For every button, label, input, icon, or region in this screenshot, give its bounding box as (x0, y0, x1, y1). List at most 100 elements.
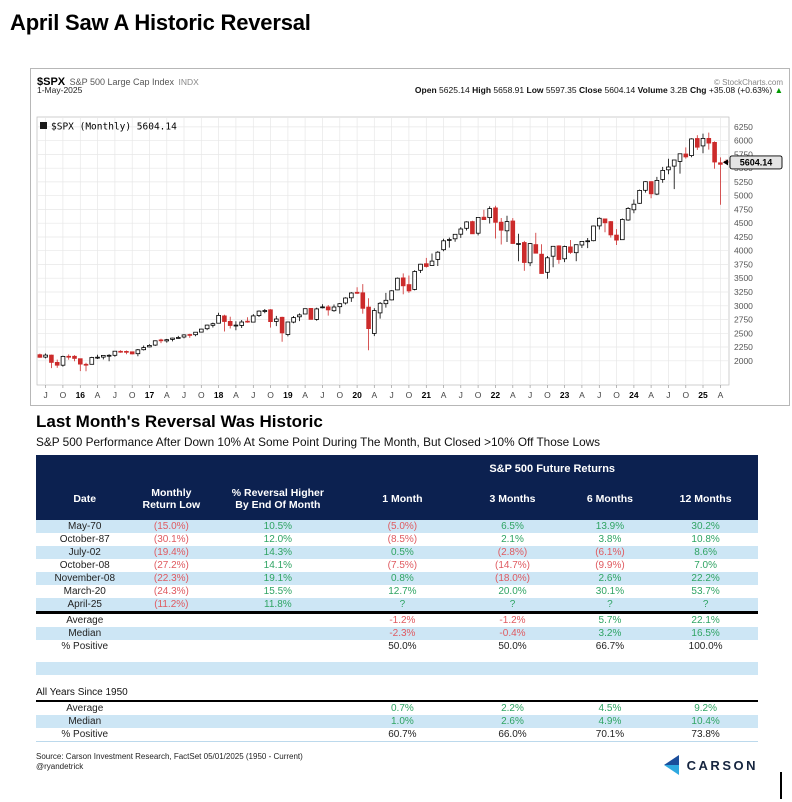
table-cell: 12.7% (388, 586, 417, 597)
table-cell: 19.1% (263, 573, 293, 584)
table-title: Last Month's Reversal Was Historic (36, 412, 323, 431)
svg-text:A: A (164, 390, 170, 400)
chart-symbol: $SPX (37, 76, 66, 88)
table-cell: (14.7%) (494, 560, 530, 571)
svg-text:21: 21 (422, 390, 432, 400)
svg-text:4250: 4250 (734, 232, 753, 242)
svg-text:18: 18 (214, 390, 224, 400)
table-cell: % Positive (61, 641, 109, 652)
svg-text:2250: 2250 (734, 342, 753, 352)
table-row: April-25 (11.2%) 11.8%???? (36, 598, 758, 614)
spacer (36, 653, 758, 662)
table-cell: 30.1% (595, 586, 625, 597)
table-cell: ? (702, 599, 709, 610)
brand-name: CARSON (686, 757, 758, 773)
table-cell: -1.2% (389, 615, 416, 626)
svg-text:O: O (336, 390, 343, 400)
open-label: Open (414, 85, 437, 95)
table-cell: 2.1% (501, 534, 524, 545)
table-cell: (8.5%) (387, 534, 418, 545)
svg-text:A: A (648, 390, 654, 400)
table-cell: 5.7% (598, 615, 622, 626)
table-row: % Positive 60.7% 66.0% 70.1% 73.8% (36, 728, 758, 742)
table-cell: 22.1% (691, 615, 720, 626)
table-cell: ? (509, 599, 516, 610)
close-label: Close (579, 85, 603, 95)
chart-gridlines (37, 117, 729, 385)
svg-text:4000: 4000 (734, 246, 753, 256)
x-axis-labels: J O 16 A J O 17 A J O 18 A J O 19 A J O 20 A J O 21 A J O 22 A J O 23 A… (43, 385, 724, 400)
table-cell: 0.7% (390, 703, 414, 714)
svg-text:J: J (320, 390, 324, 400)
chg-label: Chg (689, 85, 707, 95)
svg-text:J: J (528, 390, 532, 400)
svg-text:5750: 5750 (734, 149, 753, 159)
table-cell: July-02 (68, 547, 101, 558)
table-cell: 2.6% (598, 573, 622, 584)
col-monthly-return-low: Monthly Return Low (142, 487, 201, 511)
chart-header: $SPX S&P 500 Large Cap Index INDX © Stoc… (31, 69, 789, 97)
chart-legend: $SPX (Monthly) 5604.14 (40, 122, 177, 133)
svg-text:J: J (182, 390, 186, 400)
table-cell: 60.7% (388, 729, 417, 740)
table-cell: April-25 (67, 599, 102, 610)
table-cell: 6.5% (501, 521, 524, 532)
table-cell: (27.2%) (153, 560, 189, 571)
table-cell: 10.4% (691, 716, 720, 727)
svg-text:3750: 3750 (734, 260, 753, 270)
table-row: May-70 (15.0%) 10.5% (5.0%) 6.5% 13.9% 30.2% (36, 520, 758, 533)
table-cell: (30.1%) (153, 534, 189, 545)
table-row: October-87 (30.1%) 12.0% (8.5%) 2.1% 3.8% 10.8… (36, 533, 758, 546)
table-cell: (24.3%) (153, 586, 189, 597)
spacer (36, 675, 758, 685)
table-cell: (19.4%) (153, 547, 189, 558)
table-header: S&P 500 Future Returns Date Monthly Retu… (36, 455, 758, 520)
table-cell: 70.1% (595, 729, 625, 740)
last-price-tag: 5604.14 (729, 155, 783, 170)
table-cell: ? (607, 599, 613, 610)
column-headers: Date Monthly Return Low % Reversal Highe… (36, 487, 758, 511)
table-cell: 7.0% (694, 560, 717, 571)
table-cell: -2.3% (389, 628, 416, 639)
table-row: March-20 (24.3%) 15.5% 12.7% 20.0% 30.1% 53.7% (36, 585, 758, 598)
table-cell: 50.0% (498, 641, 527, 652)
high-label: High (472, 85, 492, 95)
table-cell: -0.4% (499, 628, 526, 639)
svg-text:O: O (406, 390, 413, 400)
table-cell: 4.5% (598, 703, 622, 714)
table-cell: Average (66, 703, 104, 714)
high-value: 5658.91 (493, 85, 525, 95)
table-cell: 50.0% (388, 641, 417, 652)
table-row: July-02 (19.4%) 14.3% 0.5% (2.8%) (6.1%) 8.6% (36, 546, 758, 559)
stockcharts-panel: $SPX S&P 500 Large Cap Index INDX © Stoc… (30, 68, 790, 406)
table-cell: (15.0%) (153, 521, 189, 532)
svg-text:2750: 2750 (734, 315, 753, 325)
svg-text:J: J (459, 390, 463, 400)
table-cell (133, 640, 209, 653)
table-cell: 14.1% (263, 560, 293, 571)
table-cell (209, 614, 346, 627)
low-value: 5597.35 (545, 85, 577, 95)
chart-symbol-line: $SPX S&P 500 Large Cap Index INDX (37, 72, 199, 90)
table-cell (133, 715, 209, 728)
table-row: % Positive 50.0% 50.0% 66.7% 100.0% (36, 640, 758, 653)
table-cell (209, 627, 346, 640)
table-cell: (11.2%) (154, 599, 189, 610)
svg-text:4500: 4500 (734, 218, 753, 228)
table-cell: (6.1%) (595, 547, 625, 558)
table-cell: 10.8% (691, 534, 720, 545)
table-cell (133, 702, 209, 715)
svg-text:25: 25 (698, 390, 708, 400)
table-cell (209, 715, 346, 728)
table-cell (209, 728, 346, 741)
open-value: 5625.14 (439, 85, 470, 95)
candles (37, 132, 729, 372)
chart-symbol-name: S&P 500 Large Cap Index (69, 77, 175, 87)
table-cell: 15.5% (263, 586, 293, 597)
table-cell: 100.0% (688, 641, 723, 652)
col-date: Date (73, 493, 97, 505)
source-line-1: Source: Carson Investment Research, Fact… (36, 752, 303, 761)
table-cell: 14.3% (263, 547, 293, 558)
table-cell (133, 728, 209, 741)
svg-text:O: O (60, 390, 67, 400)
